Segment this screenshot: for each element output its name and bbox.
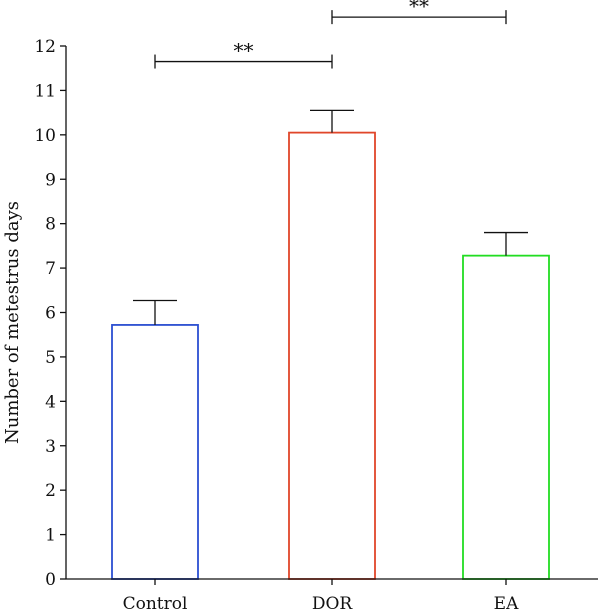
y-axis-label: Number of metestrus days bbox=[2, 201, 23, 444]
bar-dor bbox=[288, 131, 376, 580]
bars bbox=[111, 131, 550, 580]
y-tick-label: 12 bbox=[34, 37, 56, 57]
y-tick-label: 9 bbox=[45, 170, 56, 190]
significance-label: ** bbox=[409, 0, 429, 18]
y-tick-label: 11 bbox=[34, 81, 56, 101]
y-tick-label: 8 bbox=[45, 215, 56, 235]
y-tick-label: 10 bbox=[34, 126, 56, 146]
y-tick-label: 7 bbox=[45, 259, 56, 279]
y-tick-label: 2 bbox=[45, 481, 56, 501]
x-axis-ticks: Control DOR EA bbox=[123, 579, 519, 614]
bar-control bbox=[111, 324, 199, 580]
significance-brackets: ** ** bbox=[154, 0, 507, 69]
significance-label: ** bbox=[234, 39, 254, 63]
y-tick-label: 0 bbox=[45, 570, 56, 590]
y-tick-label: 4 bbox=[45, 392, 56, 412]
y-tick-label: 3 bbox=[45, 437, 56, 457]
y-tick-label: 1 bbox=[45, 526, 56, 546]
x-tick-label: Control bbox=[123, 594, 188, 614]
error-bars bbox=[133, 109, 528, 325]
y-tick-label: 5 bbox=[45, 348, 56, 368]
y-tick-label: 6 bbox=[45, 304, 56, 324]
bar-ea bbox=[462, 254, 550, 580]
x-tick-label: EA bbox=[494, 594, 519, 614]
x-tick-label: DOR bbox=[312, 594, 354, 614]
